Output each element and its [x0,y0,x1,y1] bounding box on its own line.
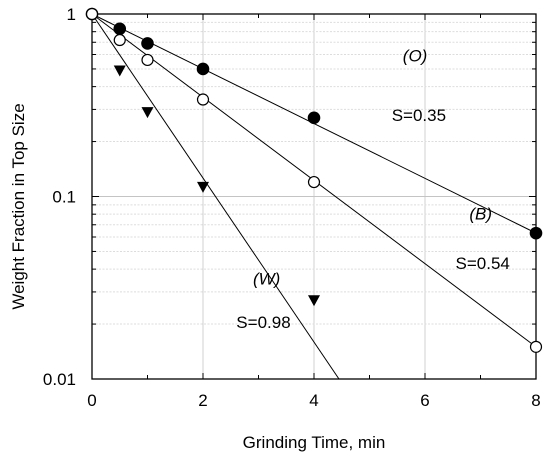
data-point-triangle [141,107,154,119]
tick-labels: 0 2 4 6 8 0.01 0.1 1 [43,5,541,410]
data-point-filled-circle [113,22,127,36]
data-point-triangle [308,295,320,307]
data-point-open-circle [196,93,210,106]
data-point-filled-circle [307,111,321,125]
x-axis-title: Grinding Time, min [243,433,386,452]
data-point-filled-circle [196,62,210,76]
data-point-open-circle [141,53,154,67]
x-tick-label: 4 [309,391,318,410]
x-tick-label: 8 [531,391,540,410]
annotation-label: S=0.98 [236,313,290,332]
x-tick-label: 0 [87,391,96,410]
annotation-label: S=0.35 [392,106,446,125]
annotation-label: S=0.54 [456,254,510,273]
data-point-open-circle [529,340,543,353]
annotations: (O) S=0.35 (B) S=0.54 (W) S=0.98 [236,46,510,332]
annotation-label: (W) [253,269,280,288]
y-tick-label: 0.01 [43,370,76,389]
x-tick-label: 6 [420,391,429,410]
annotation-label: (B) [469,204,492,223]
grid [92,14,536,379]
data-point-filled-circle [529,226,543,240]
data-point-open-circle [113,33,126,47]
data-point-open-circle [85,7,99,21]
data-point-filled-circle [141,37,154,50]
y-axis-title: Weight Fraction in Top Size [9,103,28,309]
data-point-triangle [197,181,209,193]
data-markers [85,7,543,353]
data-point-open-circle [307,175,321,189]
y-tick-label: 1 [67,5,76,24]
y-tick-label: 0.1 [52,188,76,207]
x-tick-label: 2 [198,391,207,410]
data-point-triangle [113,65,126,77]
annotation-label: (O) [403,46,428,65]
axis-ticks [91,13,537,380]
fit-line [91,13,340,380]
